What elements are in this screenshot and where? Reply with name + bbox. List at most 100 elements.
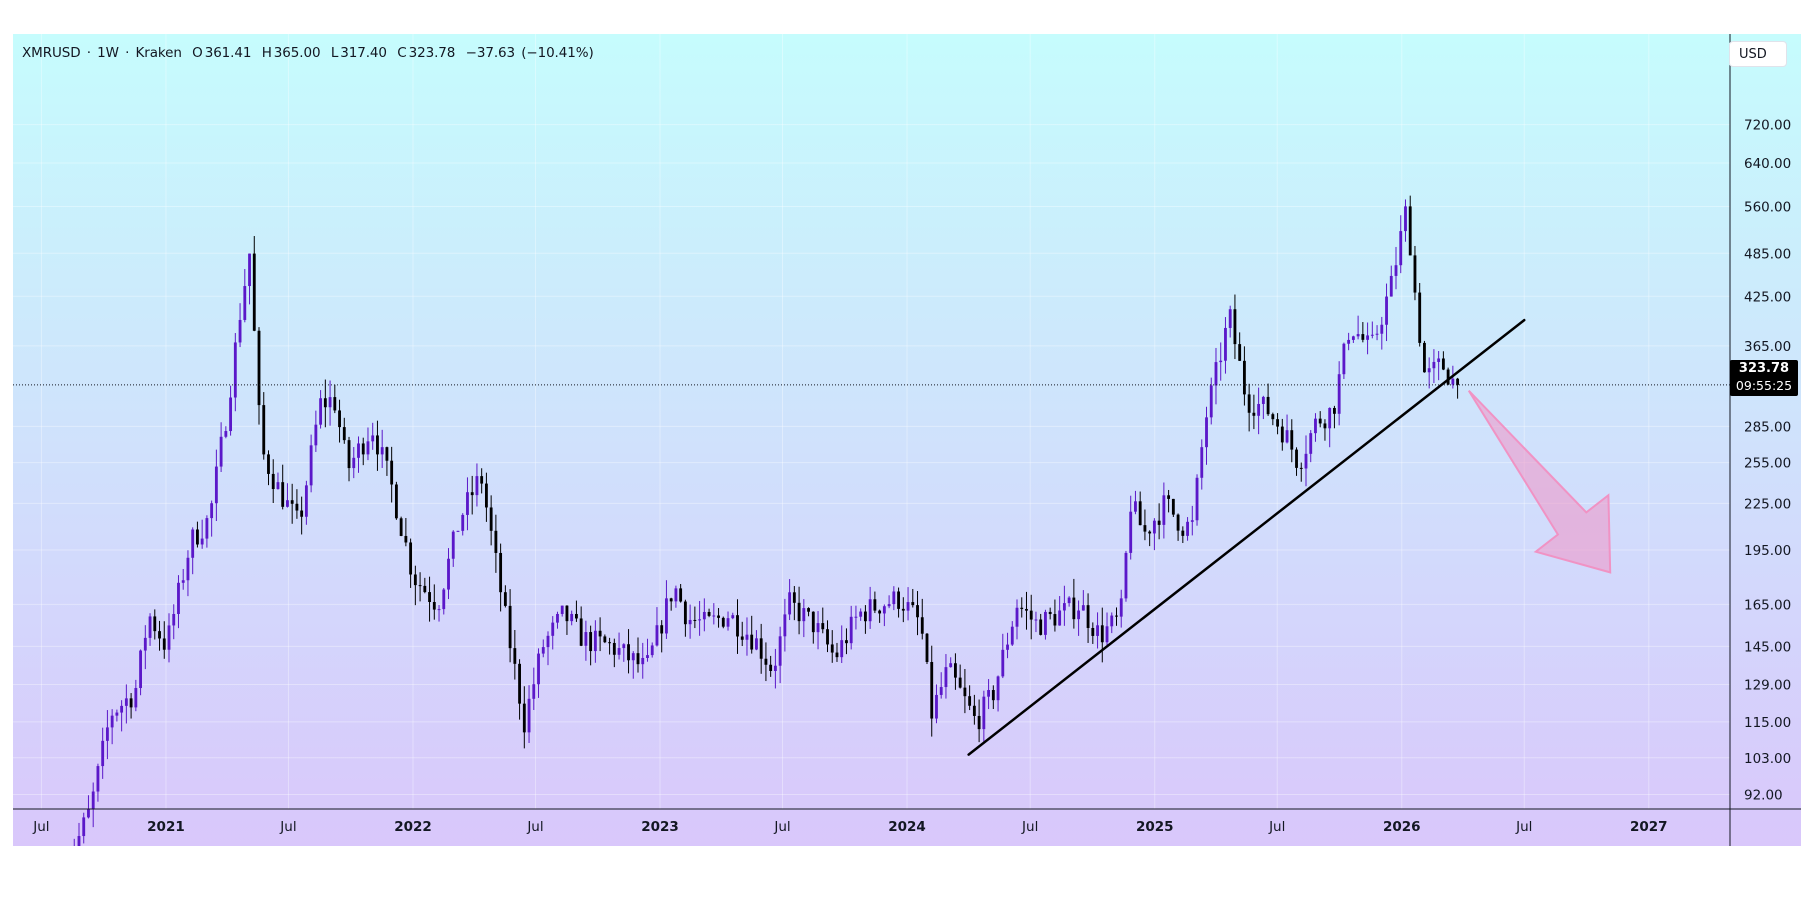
x-tick-label: Jul: [773, 819, 790, 835]
candle-up: [139, 650, 142, 689]
x-tick-label: Jul: [32, 819, 49, 835]
candle-up: [148, 616, 152, 638]
x-tick-label: Jul: [1268, 819, 1285, 835]
candle-up: [172, 613, 176, 626]
candle-down: [683, 601, 687, 625]
candle-down: [1238, 344, 1242, 361]
candle-down: [432, 601, 436, 610]
candle-down: [769, 664, 773, 671]
candle-up: [546, 635, 550, 648]
y-tick-label: 129.00: [1744, 677, 1791, 693]
axes: 92.00 103.00 115.00 129.00 145.00 165.00 195.0…: [13, 34, 1801, 846]
candle-up: [167, 625, 171, 650]
candle-down: [480, 476, 484, 484]
candle-up: [447, 558, 450, 590]
candle-up: [134, 688, 138, 708]
candle-up: [849, 616, 853, 644]
y-tick-label: 145.00: [1744, 639, 1791, 655]
candle-up: [286, 500, 289, 507]
candle-down: [1423, 342, 1426, 373]
symbol-name[interactable]: XMRUSD: [22, 45, 81, 61]
candle-up: [442, 589, 446, 610]
candle-down: [717, 615, 720, 618]
candle-down: [830, 644, 834, 653]
candle-up: [461, 514, 465, 531]
candle-down: [930, 662, 934, 719]
down-arrow-drawing[interactable]: [1467, 390, 1612, 574]
candle-up: [186, 557, 190, 581]
close-label: C: [397, 45, 407, 61]
candle-down: [750, 634, 754, 650]
candle-down: [1290, 430, 1294, 450]
candle-up: [1366, 335, 1370, 340]
x-tick-label: Jul: [1515, 819, 1532, 835]
candle-down: [158, 631, 161, 639]
candle-down: [636, 653, 640, 665]
candle-down: [1039, 619, 1043, 635]
candle-up: [1337, 374, 1341, 414]
candle-up: [641, 657, 645, 665]
candle-up: [304, 485, 308, 517]
symbol-legend: XMRUSD · 1W · Kraken O 361.41 H 365.00 L 31…: [22, 45, 596, 61]
candle-up: [124, 698, 128, 706]
candle-down: [428, 592, 431, 602]
candle-up: [219, 436, 223, 467]
bar-countdown: 09:55:25: [1735, 378, 1793, 393]
candle-up: [224, 431, 228, 437]
y-tick-label: 195.00: [1744, 543, 1791, 559]
candle-up: [380, 447, 384, 455]
candle-down: [409, 542, 413, 575]
last-price-value: 323.78: [1738, 361, 1790, 376]
candle-up: [1351, 336, 1355, 340]
candle-up: [1110, 615, 1114, 627]
candle-up: [437, 609, 441, 611]
candle-down: [494, 530, 498, 553]
candle-down: [1361, 334, 1365, 340]
candle-up: [366, 441, 370, 455]
candle-up: [702, 611, 706, 620]
candle-up: [593, 630, 597, 652]
trendline[interactable]: [967, 318, 1526, 756]
candle-down: [333, 397, 337, 411]
y-tick-label: 285.00: [1744, 419, 1791, 435]
candle-up: [773, 665, 777, 671]
candle-up: [854, 616, 858, 618]
candle-up: [77, 836, 81, 846]
candle-down: [418, 585, 422, 587]
candle-up: [1304, 453, 1308, 469]
candle-up: [1370, 334, 1374, 336]
candle-down: [503, 592, 507, 606]
candle-up: [944, 667, 948, 688]
chart-container[interactable]: 92.00 103.00 115.00 129.00 145.00 165.00 195.0…: [13, 34, 1801, 846]
candle-down: [162, 638, 166, 650]
candle-up: [935, 694, 938, 719]
candle-down: [399, 518, 403, 536]
candle-up: [778, 636, 782, 666]
candle-up: [783, 614, 787, 637]
candle-down: [873, 599, 877, 611]
candle-down: [693, 619, 697, 621]
candle-down: [759, 638, 763, 659]
candle-down: [925, 633, 929, 663]
candle-down: [413, 574, 417, 586]
chart-canvas[interactable]: 92.00 103.00 115.00 129.00 145.00 165.00 195.0…: [13, 34, 1801, 846]
candle-up: [319, 398, 323, 425]
candle-up: [1261, 396, 1265, 404]
candle-up: [1228, 309, 1232, 328]
x-tick-label: 2023: [641, 819, 679, 835]
candle-down: [807, 608, 810, 612]
legend-separator: ·: [125, 45, 130, 61]
candle-up: [200, 538, 204, 545]
candle-down: [522, 703, 526, 733]
candle-up: [1437, 358, 1441, 362]
candle-up: [177, 582, 180, 614]
interval-label[interactable]: 1W: [97, 45, 119, 61]
candle-down: [991, 690, 995, 701]
candle-down: [1025, 608, 1028, 611]
currency-button[interactable]: USD: [1729, 41, 1787, 67]
candle-up: [537, 653, 540, 685]
candle-up: [1385, 296, 1388, 325]
candle-down: [897, 591, 900, 609]
candle-up: [1356, 334, 1360, 337]
drawings[interactable]: [13, 318, 1730, 756]
